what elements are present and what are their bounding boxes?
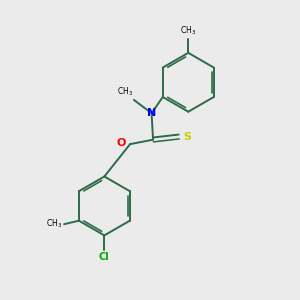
Text: CH$_3$: CH$_3$	[180, 24, 196, 37]
Text: O: O	[116, 138, 126, 148]
Text: CH$_3$: CH$_3$	[117, 85, 133, 98]
Text: S: S	[183, 132, 191, 142]
Text: N: N	[147, 108, 156, 118]
Text: Cl: Cl	[99, 252, 110, 262]
Text: CH$_3$: CH$_3$	[46, 218, 62, 230]
